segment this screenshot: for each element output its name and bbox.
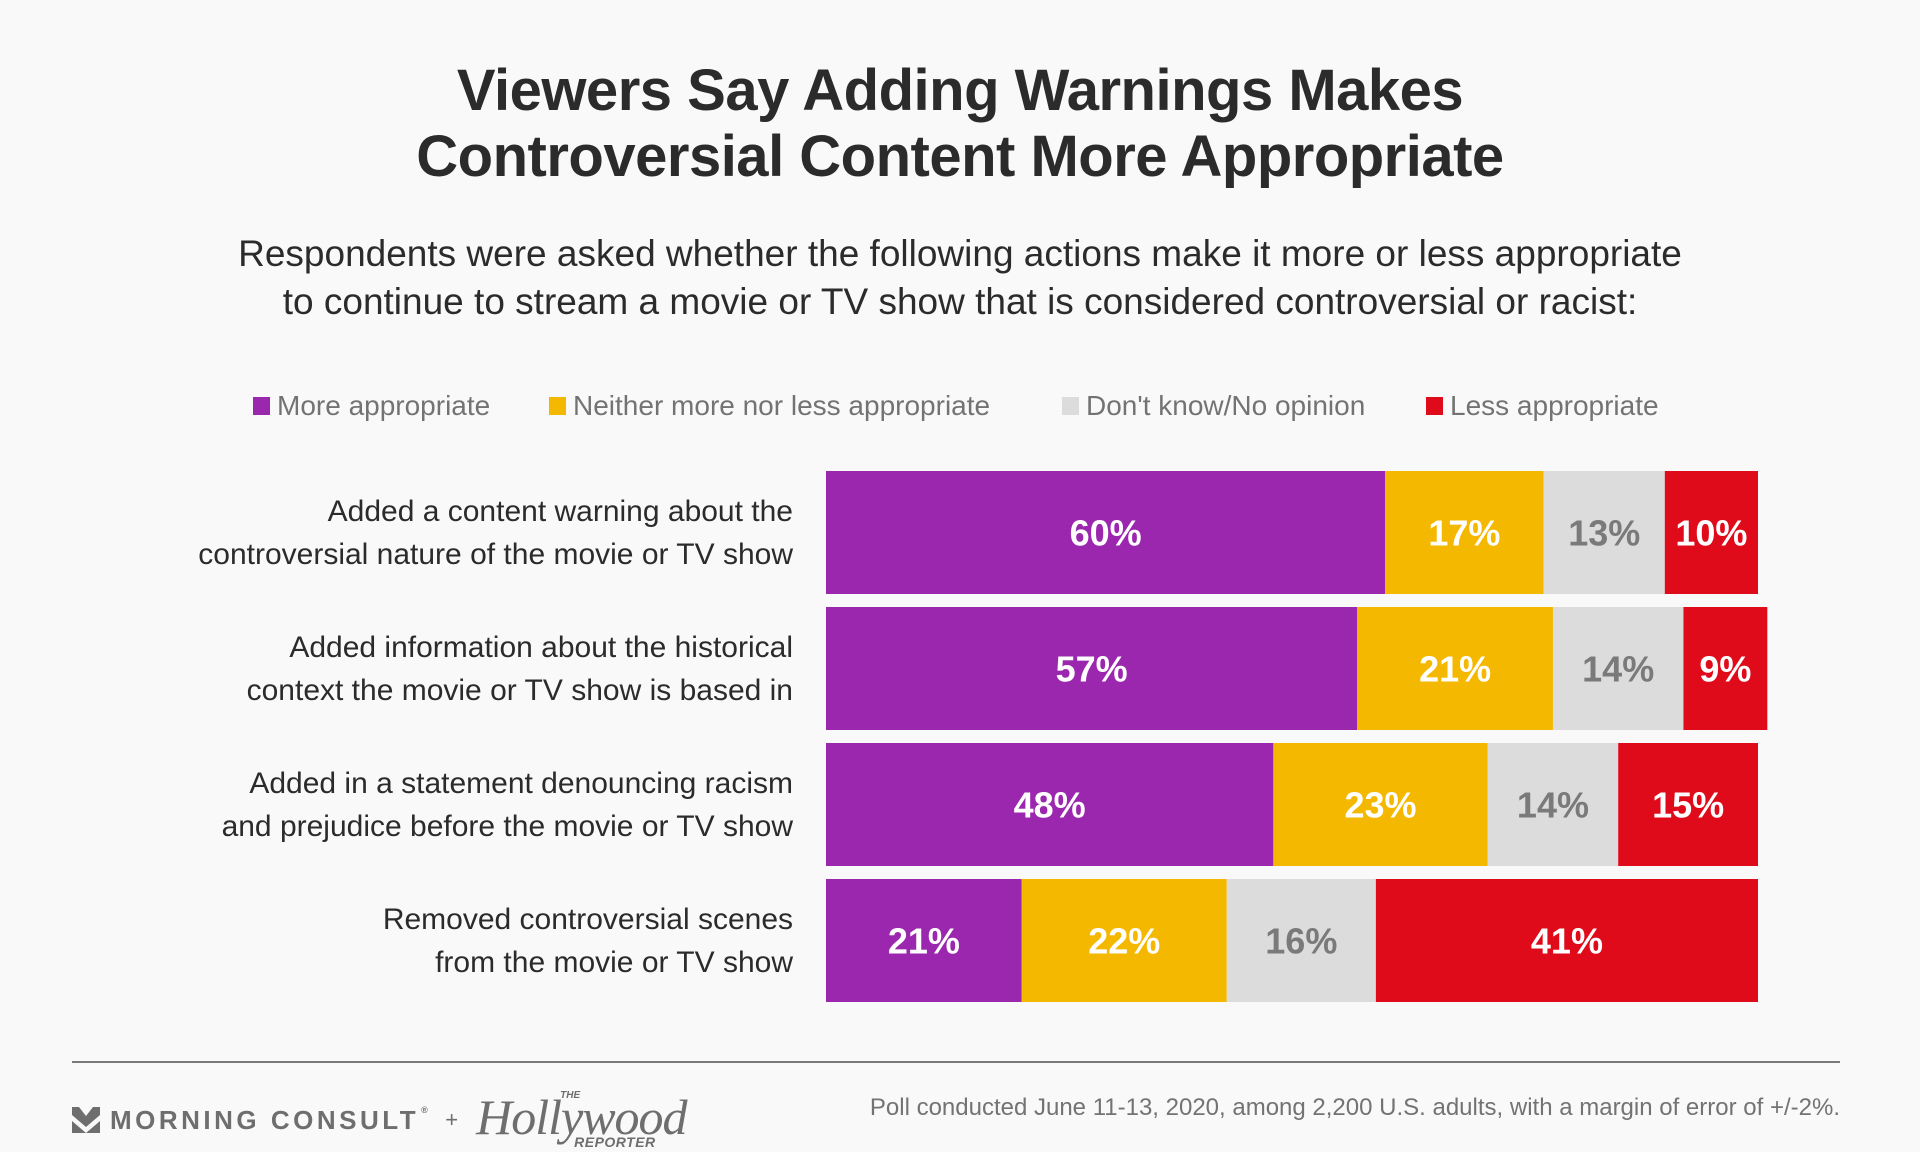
data-label: 14% — [1582, 649, 1654, 690]
data-label: 21% — [1419, 649, 1491, 690]
category-label-line: Added a content warning about the — [327, 494, 793, 528]
data-label: 41% — [1531, 921, 1603, 962]
legend-item-neither: Neither more nor less appropriate — [549, 390, 990, 422]
bar-segment-less-appropriate — [1683, 607, 1768, 730]
legend-item-more-appropriate: More appropriate — [253, 390, 490, 422]
bar-segment-neither-more-nor-less-appropriate — [1385, 471, 1544, 594]
category-label: Removed controversial scenes from the mov… — [100, 898, 793, 984]
hollywood-reporter-logo: Hollywood THE REPORTER — [476, 1089, 687, 1150]
morning-consult-wordmark: MORNING CONSULT ® — [110, 1104, 432, 1135]
chart-title: Viewers Say Adding Warnings Makes Contro… — [0, 58, 1920, 190]
plus-sign: + — [445, 1107, 459, 1132]
legend-label: Don't know/No opinion — [1086, 390, 1366, 421]
legend-item-less-appropriate: Less appropriate — [1426, 390, 1659, 422]
legend-swatch — [549, 397, 566, 415]
category-label-line: Added in a statement denouncing racism — [249, 766, 793, 800]
footer-divider — [72, 1061, 1840, 1063]
bar-segment-don-t-know-no-opinion — [1226, 879, 1376, 1002]
chart-title-line: Controversial Content More Appropriate — [416, 124, 1504, 189]
data-label: 60% — [1070, 513, 1142, 554]
legend-item-dont-know: Don't know/No opinion — [1062, 390, 1365, 422]
data-label: 22% — [1088, 921, 1160, 962]
category-label-line: from the movie or TV show — [435, 945, 793, 979]
data-label: 16% — [1265, 921, 1337, 962]
category-label-line: and prejudice before the movie or TV sho… — [221, 809, 793, 843]
legend-swatch — [1062, 397, 1079, 415]
category-label-line: context the movie or TV show is based in — [246, 673, 793, 707]
bar-segment-more-appropriate — [826, 607, 1358, 730]
legend-label: Less appropriate — [1450, 390, 1659, 421]
bar-segment-more-appropriate — [826, 879, 1022, 1002]
data-label: 9% — [1699, 649, 1751, 690]
chart-title-line: Viewers Say Adding Warnings Makes — [456, 58, 1464, 123]
chart-subtitle-line: Respondents were asked whether the follo… — [238, 233, 1682, 274]
chart-subtitle-line: to continue to stream a movie or TV show… — [282, 281, 1638, 322]
data-label: 17% — [1428, 513, 1500, 554]
data-label: 10% — [1675, 513, 1747, 554]
bar-segment-don-t-know-no-opinion — [1487, 743, 1619, 866]
category-label-line: Removed controversial scenes — [382, 902, 793, 936]
legend-swatch — [253, 397, 270, 415]
poll-footnote: Poll conducted June 11-13, 2020, among 2… — [869, 1094, 1840, 1121]
data-label: 13% — [1568, 513, 1640, 554]
legend-swatch — [1426, 397, 1443, 415]
data-label: 57% — [1056, 649, 1128, 690]
bar-segment-don-t-know-no-opinion — [1543, 471, 1665, 594]
bar-segment-don-t-know-no-opinion — [1552, 607, 1684, 730]
category-label-line: Added information about the historical — [289, 630, 793, 664]
footer-logos: MORNING CONSULT ® + Hollywood THE REPORTE… — [72, 1089, 688, 1150]
bar-segment-neither-more-nor-less-appropriate — [1357, 607, 1553, 730]
bar-segment-more-appropriate — [826, 743, 1274, 866]
category-label: Added information about the historical co… — [100, 626, 793, 712]
bar-segment-less-appropriate — [1375, 879, 1758, 1002]
data-label: 48% — [1014, 785, 1086, 826]
data-label: 21% — [888, 921, 960, 962]
legend: More appropriate Neither more nor less a… — [0, 390, 1920, 426]
bar-segment-less-appropriate — [1664, 471, 1758, 594]
data-label: 15% — [1652, 785, 1724, 826]
bar-segment-neither-more-nor-less-appropriate — [1021, 879, 1227, 1002]
category-label-line: controversial nature of the movie or TV … — [198, 537, 793, 571]
chart-subtitle: Respondents were asked whether the follo… — [0, 230, 1920, 326]
morning-consult-logo-icon — [72, 1107, 100, 1133]
bar-segment-less-appropriate — [1618, 743, 1758, 866]
data-label: 14% — [1517, 785, 1589, 826]
category-label: Added in a statement denouncing racism an… — [100, 762, 793, 848]
legend-label: More appropriate — [277, 390, 491, 421]
category-label: Added a content warning about the controv… — [100, 490, 793, 576]
legend-label: Neither more nor less appropriate — [573, 390, 991, 421]
bar-segment-more-appropriate — [826, 471, 1386, 594]
bar-segment-neither-more-nor-less-appropriate — [1273, 743, 1488, 866]
data-label: 23% — [1345, 785, 1417, 826]
